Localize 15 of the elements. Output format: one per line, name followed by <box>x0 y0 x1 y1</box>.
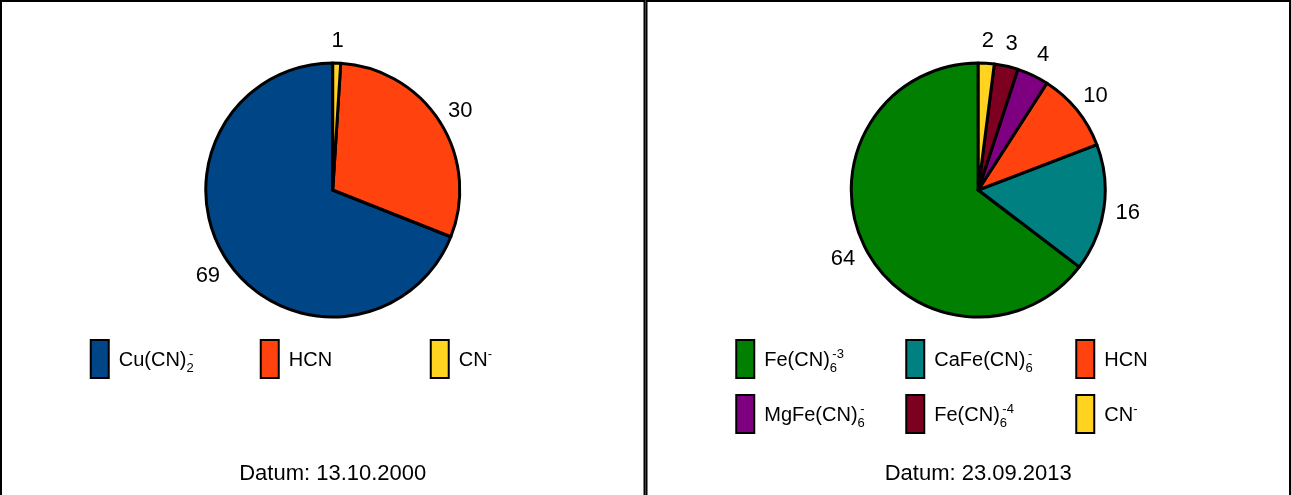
data-label: 30 <box>448 96 473 122</box>
text: Datum: 23.09.2013 <box>884 460 1072 485</box>
data-label: 3 <box>1005 30 1018 56</box>
data-label: 69 <box>195 262 221 288</box>
data-label: 10 <box>1083 82 1108 108</box>
legend-label: CN$^{-}$ <box>1104 401 1138 425</box>
data-label: 64 <box>830 244 856 270</box>
data-label: 16 <box>1115 198 1140 224</box>
text: Datum: 13.10.2000 <box>239 460 427 485</box>
data-label: 4 <box>1037 41 1050 67</box>
data-label: 1 <box>331 26 344 52</box>
data-label: 2 <box>981 26 994 52</box>
legend-label: HCN <box>1104 348 1148 370</box>
legend-label: CN$^{-}$ <box>458 346 492 370</box>
legend-label: HCN <box>288 348 333 370</box>
